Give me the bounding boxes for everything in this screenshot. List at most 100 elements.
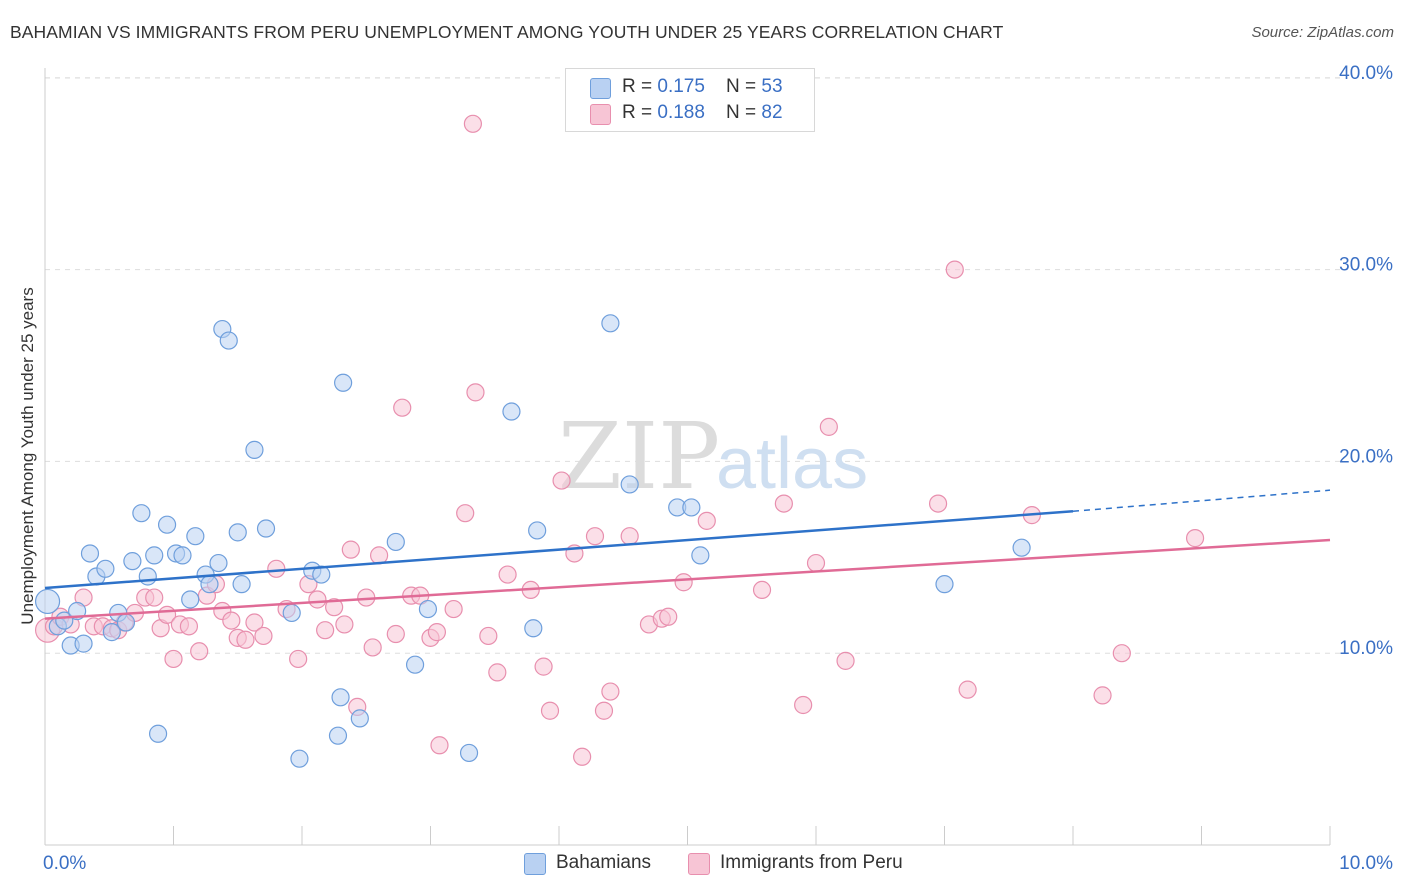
bahamians-point [524, 619, 543, 638]
watermark: ZIP atlas [558, 403, 868, 510]
bahamians-point [682, 498, 701, 517]
bahamians-point [256, 519, 276, 538]
bottom-legend-label: Bahamians [556, 852, 652, 873]
peru-point [222, 611, 241, 630]
bahamians-point [102, 623, 121, 642]
peru-point [463, 114, 483, 133]
bahamians-point [935, 575, 954, 594]
peru-point [444, 599, 463, 619]
peru-point [245, 613, 264, 632]
bahamians-point [405, 655, 425, 674]
axes [44, 68, 1331, 846]
peru-point [386, 624, 405, 644]
correlation-legend: R = 0.175 N = 53 R = 0.188 N = 82 [565, 68, 815, 132]
peru-point [774, 494, 793, 513]
legend-n-label: N = [726, 102, 762, 123]
peru-point [674, 573, 693, 592]
bahamians-point [132, 504, 151, 523]
legend-swatch-pink [590, 104, 611, 125]
bottom-legend-label: Immigrants from Peru [720, 852, 903, 873]
watermark-atlas: atlas [716, 424, 868, 504]
bahamians-point [219, 331, 238, 350]
peru-point [179, 617, 199, 636]
watermark-zip: ZIP [558, 403, 720, 510]
peru-point [190, 642, 209, 661]
peru-point [928, 494, 948, 513]
legend-r-label: R = [622, 76, 658, 97]
legend-r-value: 0.188 [657, 102, 705, 123]
peru-point [752, 580, 772, 600]
peru-point [498, 565, 517, 584]
bahamians-point [173, 546, 192, 565]
peru-point [1112, 644, 1131, 663]
peru-trend-line [44, 538, 1331, 620]
peru-point [534, 657, 553, 676]
peru-point [325, 598, 344, 617]
peru-point [552, 471, 571, 490]
peru-point [363, 638, 382, 657]
legend-n-value: 53 [761, 76, 783, 97]
peru-point [164, 649, 183, 669]
bahamians-point [350, 709, 369, 728]
bahamians-point [312, 565, 331, 584]
legend-n-value: 82 [761, 102, 783, 123]
y-tick-label: 10.0% [1339, 638, 1393, 659]
bahamians-point [200, 575, 219, 594]
source-label: Source: ZipAtlas.com [1251, 24, 1394, 41]
bahamians-trend-line [44, 510, 1074, 590]
peru-point [806, 553, 826, 573]
bahamians-point [116, 613, 136, 632]
bahamians-point [691, 546, 710, 565]
peru-point [659, 607, 678, 626]
bahamians-point [282, 603, 301, 623]
bahamians-point [123, 552, 142, 571]
y-tick-label: 20.0% [1339, 446, 1393, 467]
peru-point [427, 623, 447, 642]
peru-point [488, 663, 507, 682]
bahamians-point [74, 634, 93, 653]
bahamians-point [96, 559, 115, 578]
trend-lines [44, 489, 1331, 620]
peru-point [1185, 529, 1205, 548]
bahamians-point [331, 688, 350, 707]
bahamians-point [181, 590, 200, 609]
peru-point [819, 417, 838, 436]
bahamians-point [157, 515, 177, 534]
bahamians-point [502, 402, 521, 421]
bahamians-point [328, 726, 348, 745]
bahamians-point [138, 567, 157, 586]
peru-point [308, 590, 327, 609]
peru-point [479, 626, 498, 646]
peru-point [958, 680, 977, 699]
peru-point [341, 540, 360, 559]
bahamians-point [34, 588, 61, 615]
bahamians-point [290, 749, 309, 768]
x-tick-label: 10.0% [1339, 853, 1393, 874]
bahamians-point [386, 532, 405, 552]
bahamians-point [228, 523, 247, 542]
peru-point [289, 649, 308, 669]
peru-point [267, 559, 286, 578]
bahamians-point [1012, 538, 1031, 557]
grid [45, 77, 1340, 654]
peru-point [573, 747, 592, 766]
data-points [34, 114, 1205, 768]
legend-swatch-blue [590, 78, 611, 99]
bahamians-point [145, 546, 164, 565]
bahamians-point [186, 527, 205, 546]
peru-point [585, 527, 605, 546]
bahamians-point [148, 724, 168, 743]
bahamians-point [232, 575, 251, 594]
peru-point [145, 588, 164, 607]
peru-point [836, 651, 855, 670]
bottom-legend-swatch-blue [524, 853, 546, 875]
legend-r-value: 0.175 [657, 76, 705, 97]
y-axis-label: Unemployment Among Youth under 25 years [18, 287, 37, 625]
peru-point [430, 736, 449, 755]
peru-point [316, 621, 335, 640]
peru-point [620, 527, 639, 546]
peru-point [335, 615, 354, 634]
chart-title: BAHAMIAN VS IMMIGRANTS FROM PERU UNEMPLO… [10, 22, 1004, 42]
bahamians-point [334, 373, 353, 392]
